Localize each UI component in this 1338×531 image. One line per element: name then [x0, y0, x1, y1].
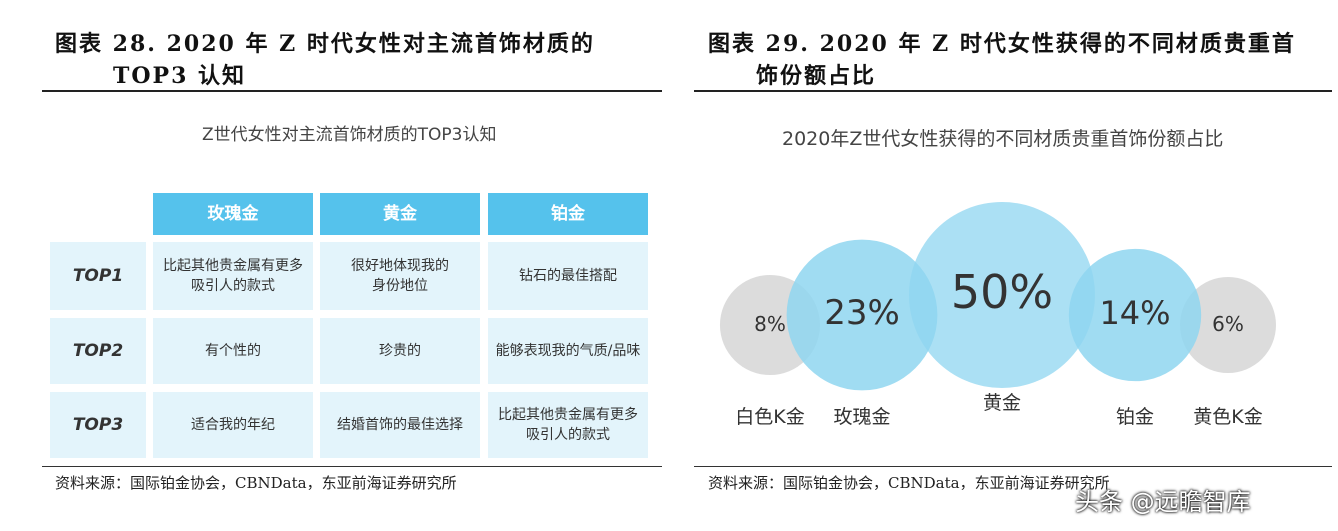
- bubble-chart: [719, 202, 1276, 391]
- table-cell: 钻石的最佳搭配: [488, 242, 648, 310]
- bubble-value-label: 50%: [950, 265, 1054, 320]
- figure-28-title-line1: 图表 28. 2020 年 Z 时代女性对主流首饰材质的: [55, 31, 595, 57]
- column-header-gold: 黄金: [320, 193, 480, 235]
- bubble-category-label: 黄金: [982, 392, 1021, 414]
- bubble-1: [786, 239, 938, 391]
- table-cell: 比起其他贵金属有更多 吸引人的款式: [153, 242, 313, 310]
- column-header-platinum: 铂金: [488, 193, 648, 235]
- figure-28-panel: 图表 28. 2020 年 Z 时代女性对主流首饰材质的 TOP3 认知 Z世代…: [42, 31, 662, 492]
- figure-29-panel: 图表 29. 2020 年 Z 时代女性获得的不同材质贵重首 饰份额占比 202…: [690, 0, 1338, 531]
- figure-29-source: 资料来源：国际铂金协会，CBNData，东亚前海证券研究所: [708, 474, 1110, 492]
- figure-29-title-line2: 饰份额占比: [756, 63, 877, 89]
- table-cell: 适合我的年纪: [153, 392, 313, 458]
- table-cell: 有个性的: [153, 318, 313, 384]
- watermark: 头条 @远瞻智库: [1075, 488, 1251, 516]
- table-cell: 珍贵的: [320, 318, 480, 384]
- row-label-top1: TOP1: [50, 242, 146, 310]
- bubble-value-label: 8%: [754, 312, 786, 336]
- table-cell: 很好地体现我的 身份地位: [320, 242, 480, 310]
- row-label-top3: TOP3: [50, 392, 146, 458]
- table-cell: 能够表现我的气质/品味: [488, 318, 648, 384]
- source-rule: [694, 466, 1332, 467]
- bubble-3: [1068, 248, 1202, 382]
- bubble-category-label: 白色K金: [735, 406, 805, 428]
- source-rule: [42, 466, 662, 467]
- table-cell: 结婚首饰的最佳选择: [320, 392, 480, 458]
- title-rule: [694, 90, 1332, 92]
- bubble-2: [909, 202, 1095, 388]
- row-label-top2: TOP2: [50, 318, 146, 384]
- bubble-category-label: 铂金: [1115, 406, 1154, 428]
- table-chart-title: Z世代女性对主流首饰材质的TOP3认知: [202, 125, 497, 145]
- bubble-chart-title: 2020年Z世代女性获得的不同材质贵重首饰份额占比: [782, 128, 1224, 150]
- bubble-value-label: 6%: [1212, 312, 1244, 336]
- column-header-rose-gold: 玫瑰金: [153, 193, 313, 235]
- bubble-category-label: 黄色K金: [1193, 406, 1263, 428]
- bubble-value-label: 14%: [1099, 294, 1171, 333]
- bubble-4: [1180, 277, 1276, 373]
- figure-28-title-line2: TOP3 认知: [113, 63, 247, 89]
- title-rule: [42, 90, 662, 92]
- bubble-category-label: 玫瑰金: [833, 406, 891, 428]
- figure-28-source: 资料来源：国际铂金协会，CBNData，东亚前海证券研究所: [55, 474, 457, 492]
- figure-29-title-line1: 图表 29. 2020 年 Z 时代女性获得的不同材质贵重首: [708, 31, 1296, 57]
- table-cell: 比起其他贵金属有更多 吸引人的款式: [488, 392, 648, 458]
- bubble-value-label: 23%: [824, 292, 900, 333]
